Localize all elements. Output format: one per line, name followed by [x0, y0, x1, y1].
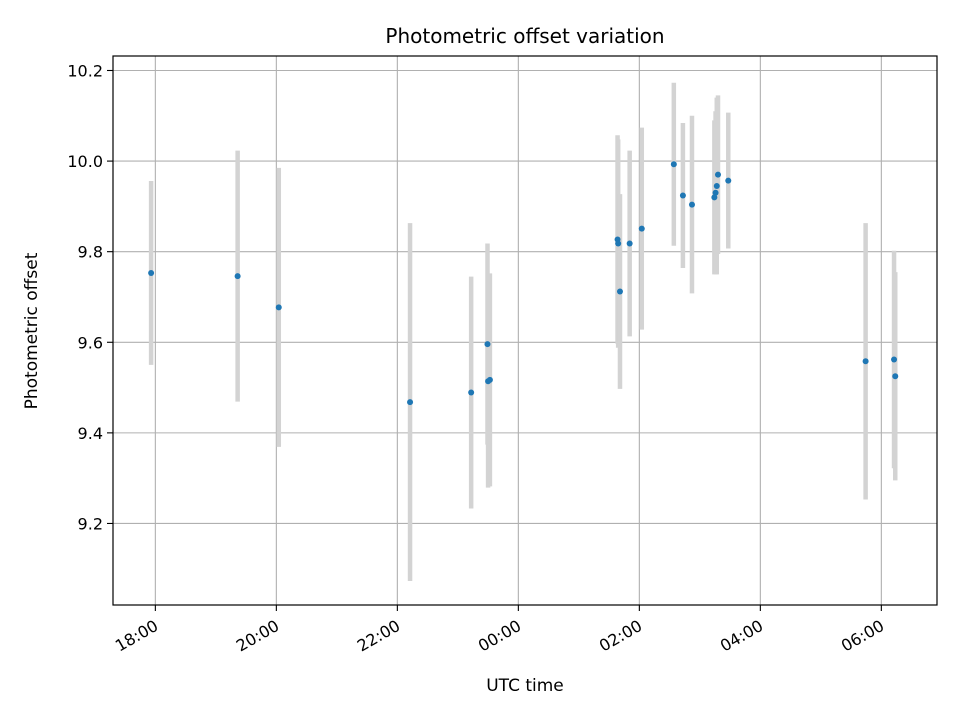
y-tick-label: 9.2	[78, 514, 103, 533]
grid-lines	[113, 56, 937, 605]
data-point	[712, 189, 719, 196]
y-tick-label: 9.6	[78, 333, 103, 352]
data-point	[484, 341, 491, 348]
data-point	[638, 225, 645, 232]
data-point	[148, 269, 155, 276]
y-tick-label: 10.0	[67, 152, 103, 171]
y-axis-ticks: 9.2 9.4 9.6 9.8 10.0 10.2	[67, 61, 113, 533]
data-point	[486, 376, 493, 383]
y-tick-label: 9.4	[78, 424, 103, 443]
data-points	[148, 161, 899, 406]
data-point	[670, 161, 677, 168]
data-point	[862, 358, 869, 365]
data-point	[892, 373, 899, 380]
data-point	[626, 240, 633, 247]
x-axis-title: UTC time	[486, 676, 564, 696]
data-point	[713, 183, 720, 190]
data-point	[468, 389, 475, 396]
data-point	[711, 194, 718, 201]
data-point	[407, 399, 414, 406]
data-point	[714, 171, 721, 178]
data-point	[679, 192, 686, 199]
data-point	[234, 273, 241, 280]
data-point	[616, 288, 623, 295]
data-point	[725, 177, 732, 184]
data-point	[688, 201, 695, 208]
plot-area-frame	[112, 55, 938, 606]
data-point	[891, 356, 898, 363]
data-point	[615, 240, 622, 247]
data-point	[275, 304, 282, 311]
y-tick-label: 10.2	[67, 61, 103, 80]
y-axis-title: Photometric offset	[22, 252, 42, 409]
y-tick-label: 9.8	[78, 243, 103, 262]
chart-title: Photometric offset variation	[385, 24, 664, 48]
